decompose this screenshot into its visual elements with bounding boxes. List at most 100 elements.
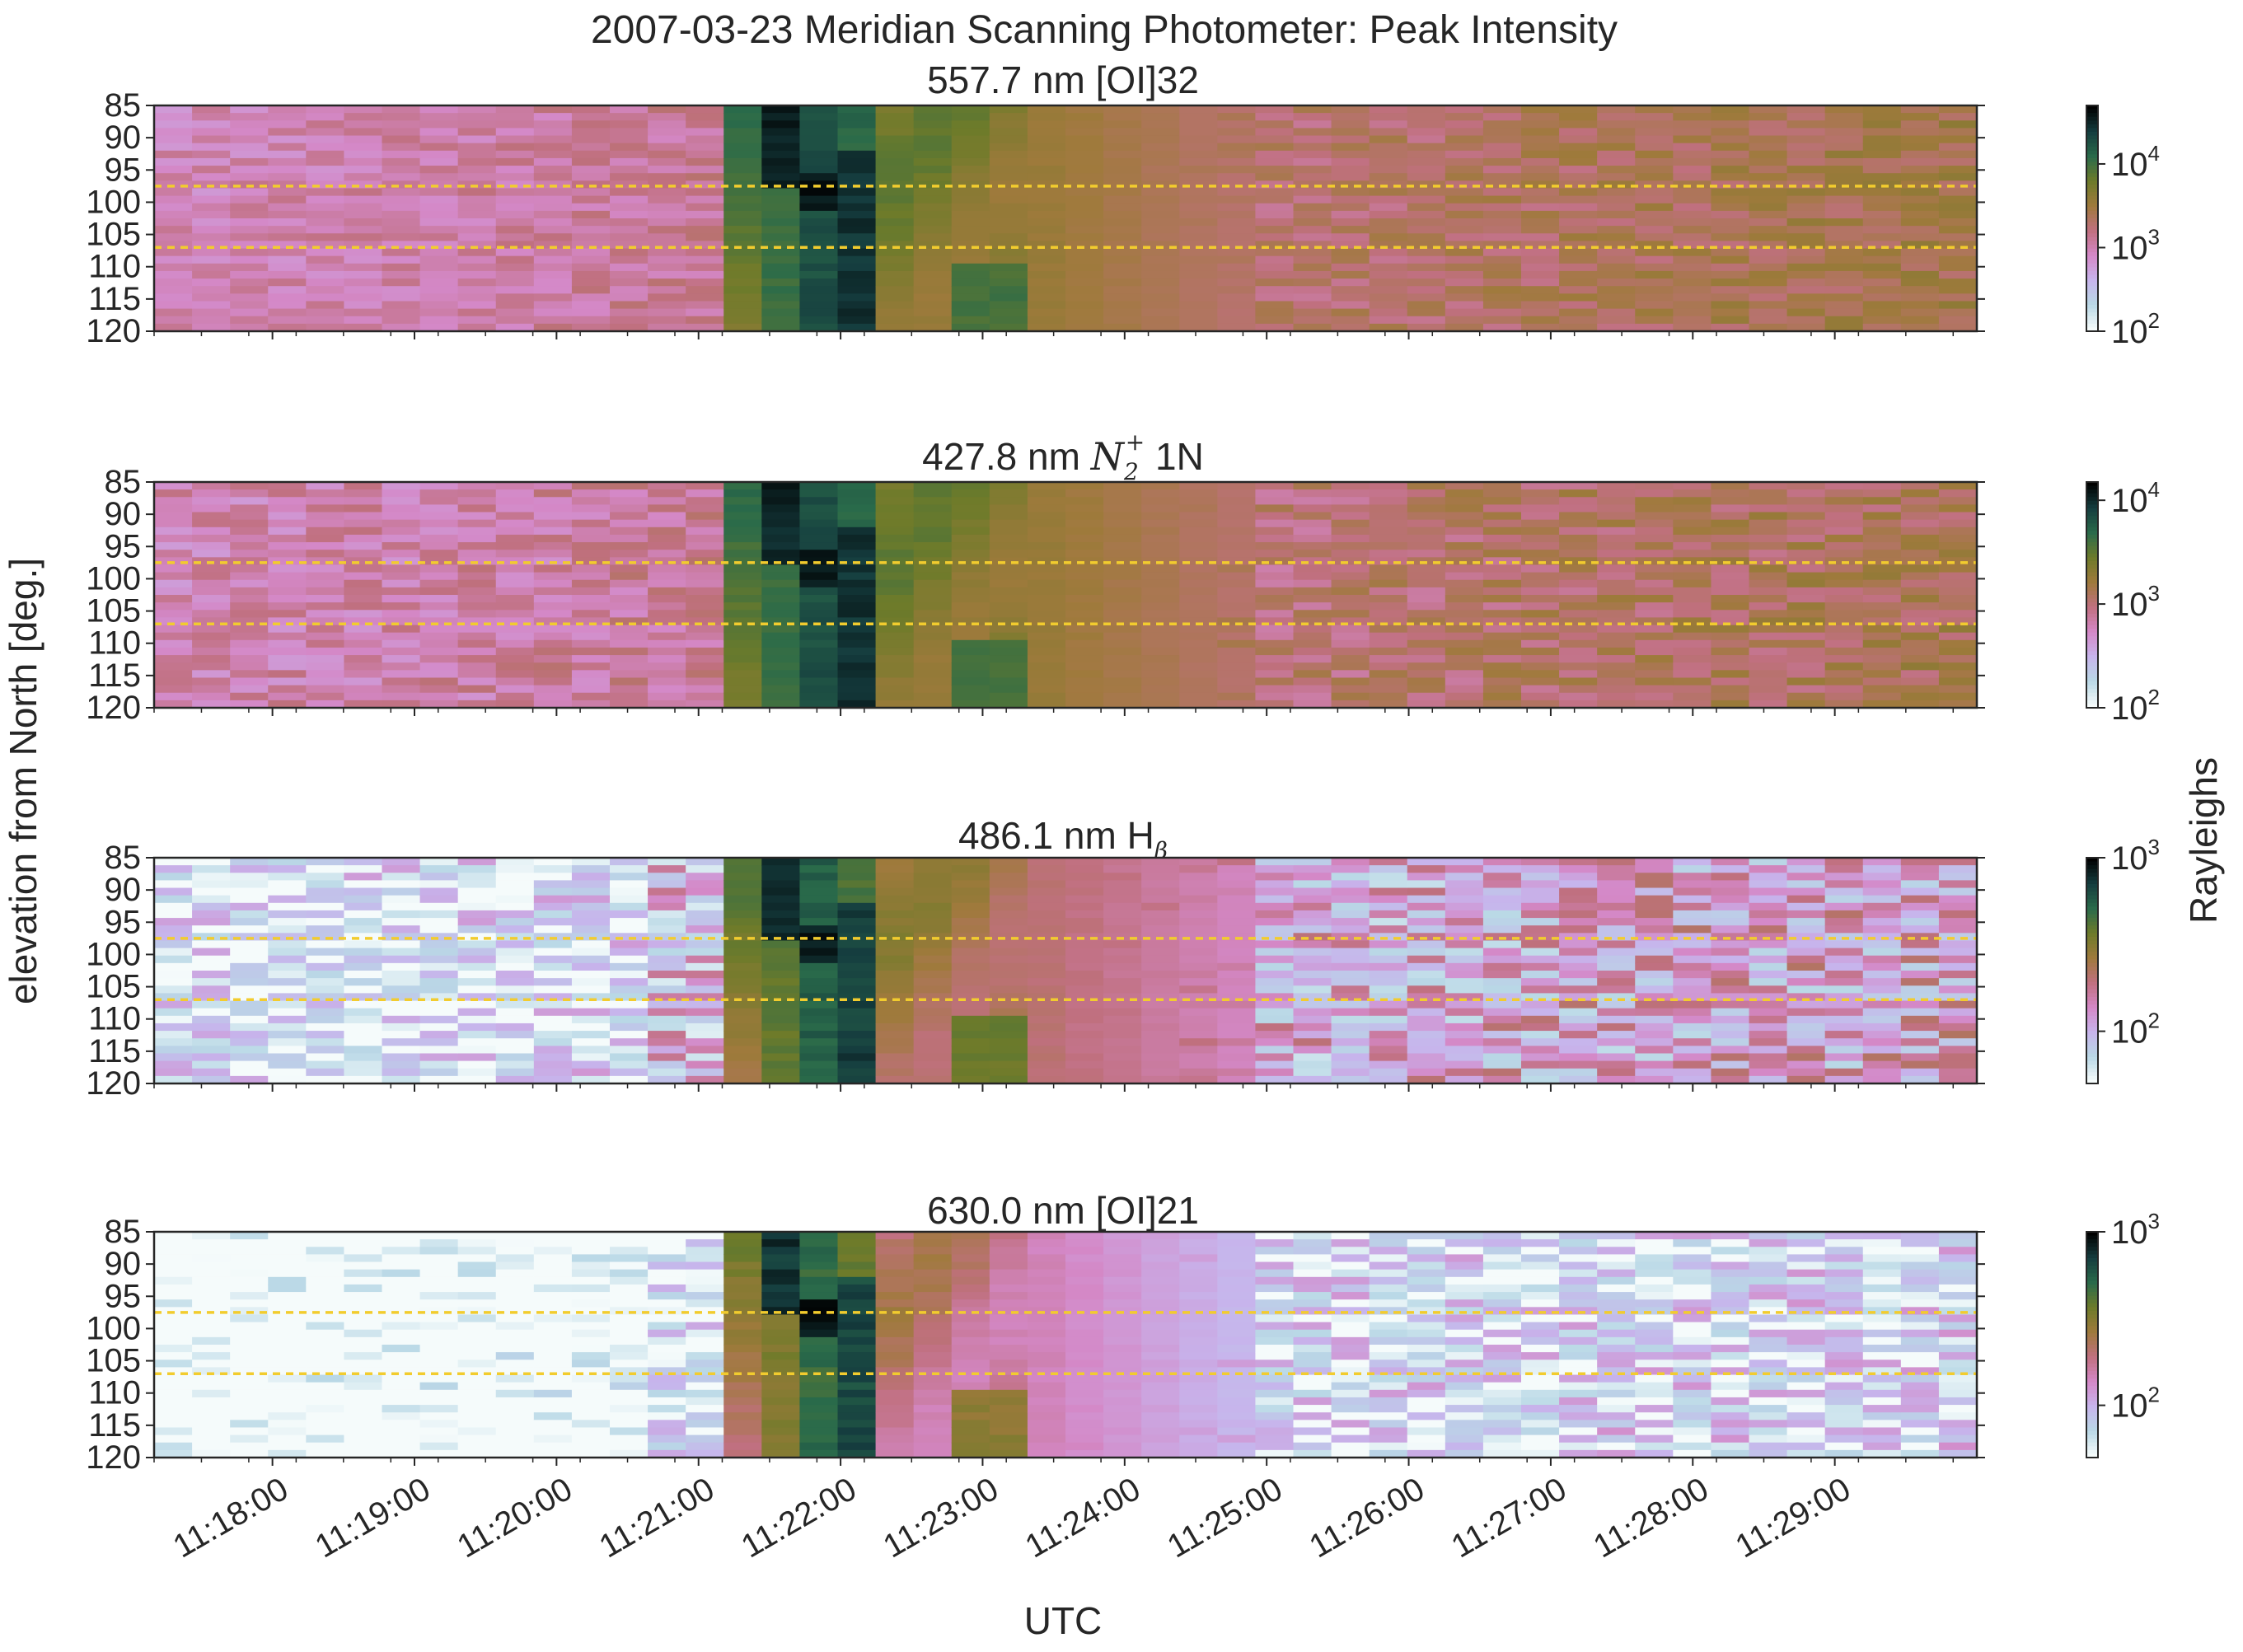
heatmap-cell xyxy=(1407,858,1446,866)
heatmap-cell xyxy=(837,1060,877,1069)
heatmap-cell xyxy=(230,1449,269,1458)
heatmap-cell xyxy=(495,595,535,603)
colorbar-segment xyxy=(2086,617,2098,622)
heatmap-cell xyxy=(1635,128,1674,137)
heatmap-cell xyxy=(344,1239,383,1247)
heatmap-cell xyxy=(571,993,611,1002)
heatmap-cell xyxy=(1749,113,1788,121)
heatmap-cell xyxy=(1635,978,1674,986)
heatmap-cell xyxy=(1482,248,1522,257)
heatmap-cell xyxy=(1900,887,1940,896)
heatmap-cell xyxy=(1369,925,1408,934)
heatmap-cell xyxy=(1369,293,1408,302)
heatmap-cell xyxy=(875,993,915,1002)
heatmap-cell xyxy=(306,1352,345,1360)
heatmap-cell xyxy=(1407,203,1446,212)
heatmap-cell xyxy=(1217,120,1257,129)
heatmap-cell xyxy=(230,173,269,181)
heatmap-cell xyxy=(1103,323,1142,332)
heatmap-cell xyxy=(419,263,459,272)
heatmap-cell xyxy=(1521,670,1560,679)
heatmap-cell xyxy=(1521,639,1560,648)
heatmap-cell xyxy=(192,157,231,166)
heatmap-cell xyxy=(1255,482,1295,490)
heatmap-cell xyxy=(1482,203,1522,212)
heatmap-cell xyxy=(1065,971,1104,979)
heatmap-cell xyxy=(989,1023,1028,1032)
heatmap-cell xyxy=(648,497,686,505)
heatmap-cell xyxy=(192,918,231,926)
heatmap-cell xyxy=(723,519,762,528)
heatmap-cell xyxy=(761,286,801,294)
heatmap-cell xyxy=(686,1031,724,1039)
heatmap-cell xyxy=(1711,572,1750,581)
colorbar-segment xyxy=(2086,902,2098,907)
heatmap-cell xyxy=(1103,143,1142,152)
heatmap-cell xyxy=(306,647,345,656)
heatmap-cell xyxy=(1407,910,1446,919)
heatmap-cell xyxy=(268,519,307,528)
heatmap-cell xyxy=(1786,1053,1826,1062)
heatmap-cell xyxy=(1673,685,1712,694)
heatmap-cell xyxy=(419,1060,459,1069)
heatmap-cell xyxy=(989,579,1028,588)
heatmap-cell xyxy=(1749,918,1788,926)
heatmap-cell xyxy=(1597,150,1636,159)
heatmap-cell xyxy=(1597,602,1636,611)
heatmap-cell xyxy=(1407,233,1446,241)
heatmap-cell xyxy=(419,655,459,663)
heatmap-cell xyxy=(533,173,573,181)
heatmap-cell xyxy=(1369,1015,1408,1024)
heatmap-cell xyxy=(1635,1008,1674,1017)
heatmap-cell xyxy=(875,685,915,694)
heatmap-cell xyxy=(989,255,1028,264)
heatmap-cell xyxy=(723,135,762,144)
heatmap-cell xyxy=(230,1031,269,1039)
heatmap-cell xyxy=(1597,301,1636,310)
colorbar-segment xyxy=(2086,692,2098,697)
heatmap-cell xyxy=(457,519,497,528)
heatmap-cell xyxy=(1027,610,1066,618)
heatmap-cell xyxy=(1445,323,1484,332)
heatmap-cell xyxy=(419,918,459,926)
heatmap-cell xyxy=(1862,512,1902,521)
heatmap-cell xyxy=(533,489,573,498)
heatmap-cell xyxy=(1369,188,1408,197)
heatmap-cell xyxy=(1293,902,1332,911)
heatmap-cell xyxy=(1027,286,1066,294)
heatmap-cell xyxy=(154,685,193,694)
heatmap-cell xyxy=(875,564,915,573)
heatmap-cell xyxy=(495,519,535,528)
heatmap-cell xyxy=(1103,655,1142,663)
heatmap-cell xyxy=(1065,1000,1104,1009)
heatmap-cell xyxy=(686,880,724,889)
colorbar-segment xyxy=(2086,176,2098,181)
heatmap-cell xyxy=(1559,286,1598,294)
heatmap-cell xyxy=(1331,195,1370,204)
heatmap-cell xyxy=(457,550,497,558)
heatmap-cell xyxy=(230,670,269,679)
heatmap-cell xyxy=(1217,166,1257,174)
heatmap-cell xyxy=(686,150,724,159)
heatmap-cell xyxy=(533,203,573,212)
heatmap-cell xyxy=(1482,128,1522,137)
heatmap-cell xyxy=(344,895,383,904)
heatmap-cell xyxy=(306,218,345,227)
heatmap-cell xyxy=(230,865,269,873)
heatmap-cell xyxy=(1065,1060,1104,1069)
heatmap-cell xyxy=(1065,662,1104,671)
heatmap-cell xyxy=(799,157,839,166)
colorbar-segment xyxy=(2086,858,2098,863)
heatmap-cell xyxy=(1065,1038,1104,1046)
heatmap-cell xyxy=(723,993,762,1002)
heatmap-cell xyxy=(875,940,915,949)
heatmap-cell xyxy=(306,880,345,889)
heatmap-cell xyxy=(306,241,345,250)
heatmap-cell xyxy=(761,166,801,174)
heatmap-cell xyxy=(457,263,497,272)
colorbar-segment xyxy=(2086,139,2098,144)
heatmap-cell xyxy=(648,1046,686,1055)
heatmap-cell xyxy=(799,985,839,994)
heatmap-cell xyxy=(1635,293,1674,302)
